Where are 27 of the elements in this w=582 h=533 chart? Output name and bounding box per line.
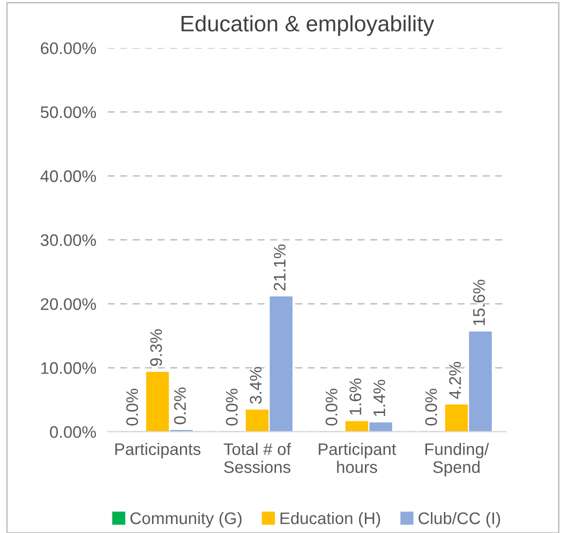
data-label: 1.4% [374,380,386,416]
x-tick-label: Participant hours [318,442,396,474]
y-tick-label: 20.00% [40,298,96,310]
data-label: 15.6% [473,280,485,326]
y-tick-label: 0.00% [50,426,96,438]
data-label: 0.0% [326,388,338,426]
y-tick-label: 40.00% [40,170,96,182]
data-label: 4.2% [449,362,461,399]
legend-label: Club/CC (I) [418,512,500,528]
data-label: 3.4% [250,367,262,404]
x-tick-label: Participants [115,442,200,458]
data-label: 0.0% [226,388,238,426]
data-label: 0.2% [174,388,186,424]
data-label: 21.1% [274,244,286,290]
data-label: 0.0% [425,388,438,426]
data-label: 9.3% [150,329,162,366]
y-tick-label: 50.00% [40,106,96,118]
y-tick-label: 30.00% [40,234,96,246]
data-label: 1.6% [350,378,362,415]
x-tick-label: Funding/ Spend [425,442,489,476]
x-tick-label: Total # of Sessions [224,442,292,474]
y-tick-label: 10.00% [41,362,96,374]
chart-title: Education & employability [182,15,434,36]
legend-label: Education (H) [280,512,380,528]
legend-label: Community (G) [130,512,242,528]
y-tick-label: 60.00% [40,42,96,54]
data-label: 0.0% [126,388,138,426]
